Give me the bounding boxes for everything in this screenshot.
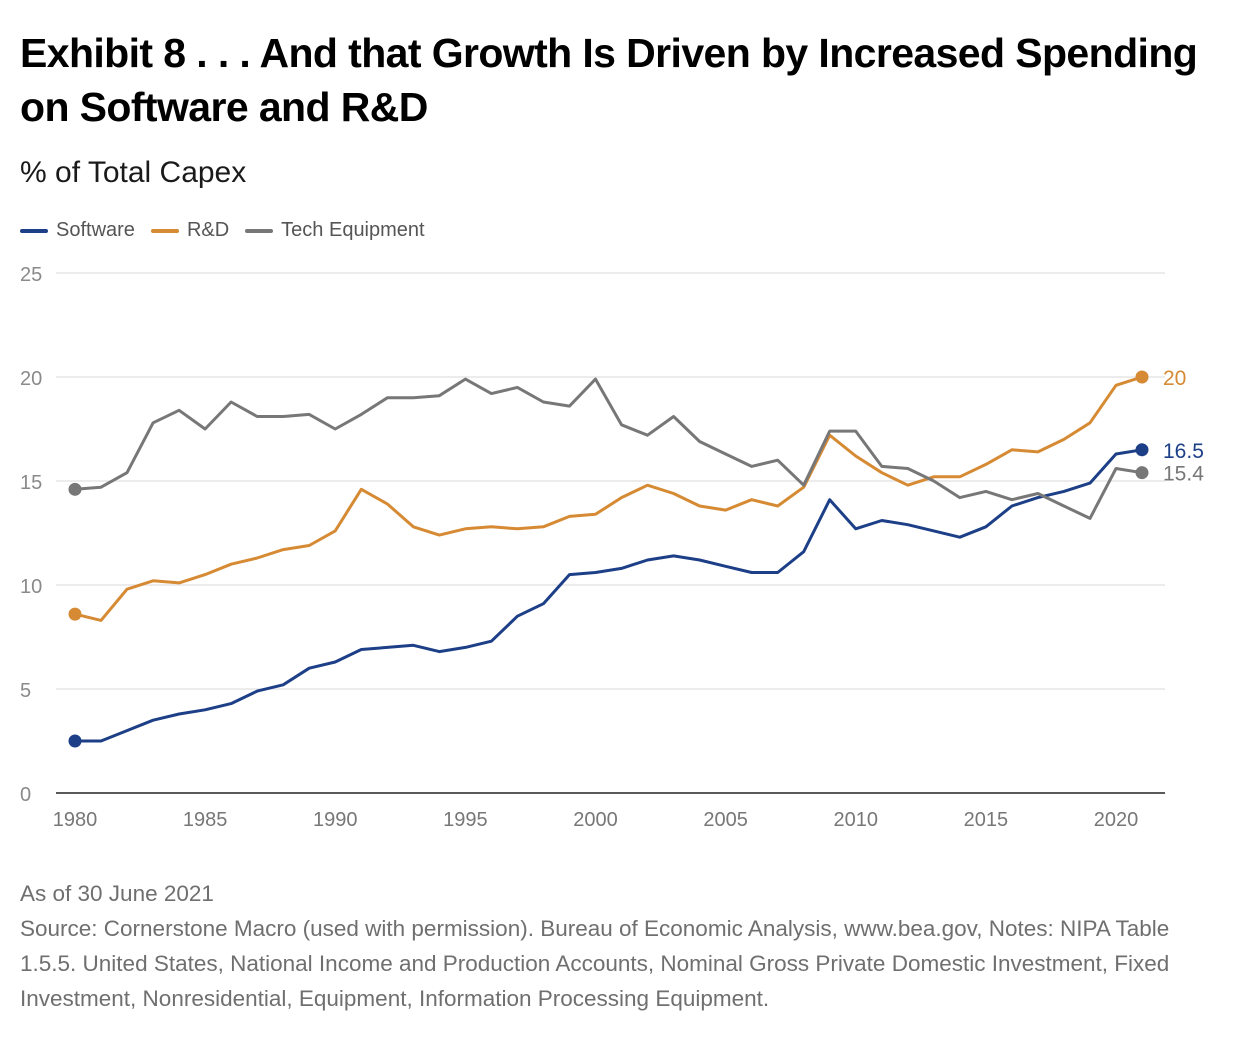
x-tick-label: 2020 bbox=[1094, 809, 1139, 831]
series-endpoints bbox=[68, 370, 1149, 748]
x-tick-label: 1995 bbox=[443, 809, 488, 831]
y-tick-label: 10 bbox=[20, 576, 42, 598]
x-tick-label: 1985 bbox=[183, 809, 228, 831]
x-tick-label: 2015 bbox=[964, 809, 1009, 831]
data-point-tech-equipment bbox=[1135, 466, 1149, 480]
x-tick-label: 2005 bbox=[703, 809, 748, 831]
x-axis-ticks: 1980 1985 1990 1995 2000 2005 2010 2015 2020 bbox=[53, 809, 1138, 831]
y-tick-label: 5 bbox=[20, 680, 31, 702]
end-label-r-d: 20 bbox=[1163, 367, 1186, 390]
data-point-r-d bbox=[1135, 370, 1149, 384]
legend-item-tech-equipment: Tech Equipment bbox=[245, 219, 425, 242]
x-tick-label: 2010 bbox=[833, 809, 878, 831]
legend-item-software: Software bbox=[20, 219, 135, 242]
series-line-r-d bbox=[73, 375, 1144, 622]
data-point-software bbox=[1135, 443, 1149, 457]
line-chart: 0 5 10 15 20 25 1980 1985 1990 1995 2000 2005 2010 2… bbox=[20, 264, 1204, 831]
data-point-tech-equipment bbox=[68, 482, 82, 496]
data-point-software bbox=[68, 734, 82, 748]
series-line-software bbox=[73, 448, 1144, 743]
end-label-tech-equipment: 15.4 bbox=[1163, 463, 1204, 486]
x-tick-label: 1990 bbox=[313, 809, 358, 831]
legend: Software R&D Tech Equipment bbox=[20, 219, 425, 242]
series-lines bbox=[73, 375, 1144, 743]
legend-item-rd: R&D bbox=[150, 219, 230, 242]
gridlines bbox=[56, 272, 1165, 690]
end-label-software: 16.5 bbox=[1163, 440, 1204, 463]
footer: As of 30 June 2021 Source: Cornerstone M… bbox=[20, 876, 1210, 1016]
legend-label-rd: R&D bbox=[186, 219, 230, 241]
legend-swatch-software bbox=[20, 228, 48, 233]
source-note: Source: Cornerstone Macro (used with per… bbox=[20, 916, 1170, 1011]
y-tick-label: 0 bbox=[20, 784, 31, 806]
as-of-note: As of 30 June 2021 bbox=[20, 881, 214, 906]
y-tick-label: 25 bbox=[20, 264, 42, 286]
x-tick-label: 2000 bbox=[573, 809, 618, 831]
data-point-r-d bbox=[68, 607, 82, 621]
y-tick-label: 20 bbox=[20, 368, 42, 390]
legend-swatch-rd bbox=[150, 228, 179, 233]
x-tick-label: 1980 bbox=[53, 809, 98, 831]
y-axis-ticks: 0 5 10 15 20 25 bbox=[20, 264, 42, 806]
y-tick-label: 15 bbox=[20, 472, 42, 494]
legend-swatch-tech-equipment bbox=[245, 228, 274, 233]
series-line-tech-equipment bbox=[73, 377, 1144, 520]
series-end-labels: 16.5 20 15.4 bbox=[1163, 367, 1204, 486]
chart-title: Exhibit 8 . . . And that Growth Is Drive… bbox=[20, 30, 1198, 130]
legend-label-tech-equipment: Tech Equipment bbox=[281, 219, 425, 241]
legend-label-software: Software bbox=[56, 219, 135, 241]
chart-subtitle: % of Total Capex bbox=[20, 156, 247, 189]
